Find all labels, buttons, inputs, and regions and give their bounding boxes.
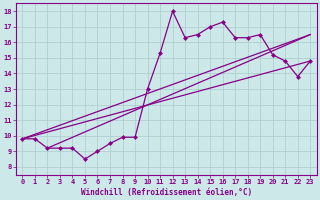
X-axis label: Windchill (Refroidissement éolien,°C): Windchill (Refroidissement éolien,°C) [81, 188, 252, 197]
